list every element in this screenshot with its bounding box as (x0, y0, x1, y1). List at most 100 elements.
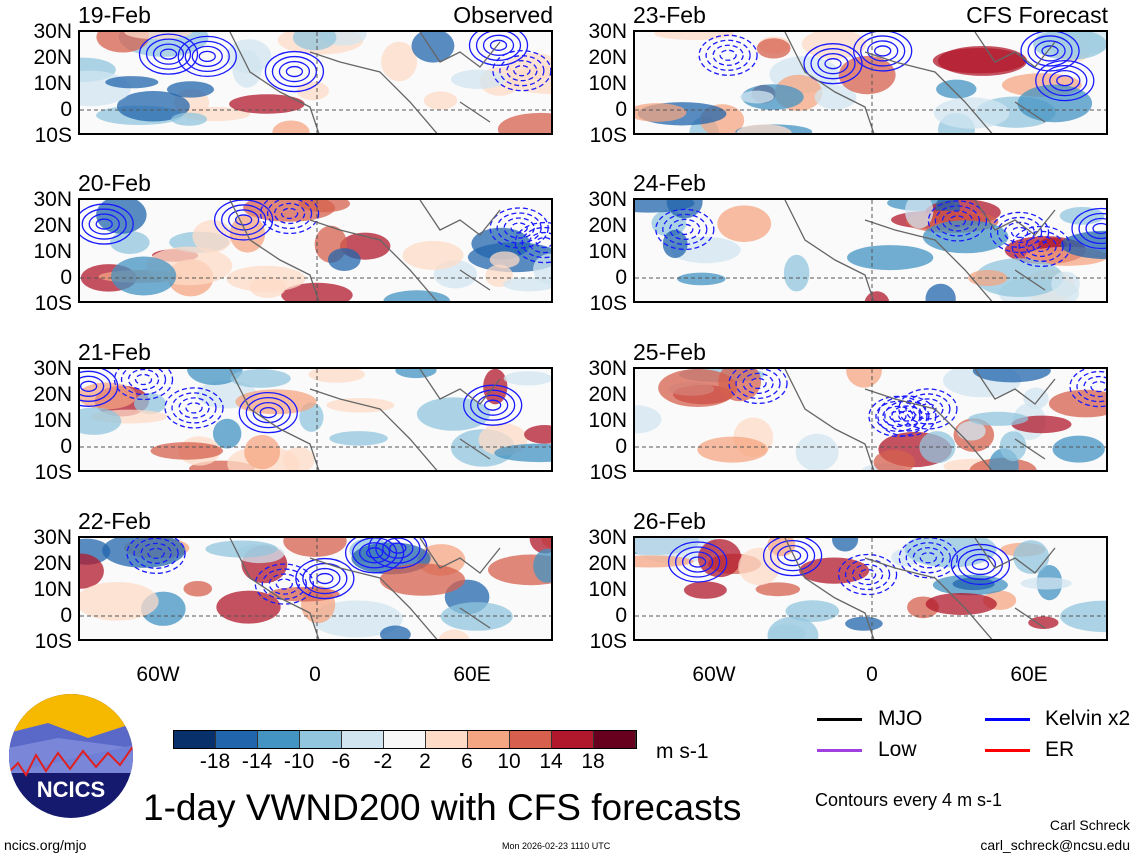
anomaly-patch (96, 200, 147, 234)
anomaly-patch (502, 277, 551, 292)
map-field (80, 32, 551, 133)
anomaly-patch (739, 90, 774, 104)
negative-contour (1083, 375, 1106, 398)
anomaly-patch (801, 32, 867, 60)
positive-contour (964, 553, 997, 576)
positive-contour (198, 50, 216, 63)
map-field (635, 32, 1106, 133)
negative-contour (676, 223, 694, 236)
positive-contour (477, 394, 509, 416)
anomaly-patch (795, 433, 839, 470)
colorbar-swatch (216, 731, 258, 748)
negative-contour (133, 538, 179, 569)
anomaly-patch (658, 369, 738, 408)
anomaly-patch (814, 85, 857, 110)
positive-contour (874, 45, 892, 57)
lat-label: 0 (60, 604, 72, 627)
positive-contour (80, 375, 105, 397)
anomaly-patch (662, 229, 688, 259)
positive-contour (470, 389, 516, 421)
negative-contour (996, 216, 1043, 249)
positive-contour (159, 48, 178, 60)
anomaly-patch (956, 421, 986, 441)
negative-contour (851, 563, 884, 586)
positive-contour (213, 200, 274, 241)
positive-contour (769, 540, 816, 572)
anomaly-patch (533, 548, 551, 583)
anomaly-patch (785, 600, 840, 622)
coastline (784, 369, 1056, 470)
positive-contour (1041, 45, 1059, 57)
lon-label-left-60w: 60W (136, 663, 180, 686)
lat-label: 10N (588, 578, 627, 601)
anomaly-patch (864, 291, 890, 301)
colorbar-swatch (300, 731, 342, 748)
lat-label: 20N (588, 214, 627, 237)
lat-label: 0 (615, 604, 627, 627)
positive-contour (1042, 64, 1088, 97)
anomaly-patch (936, 79, 977, 99)
coastline (229, 32, 501, 133)
colorbar-swatch (594, 731, 636, 748)
anomaly-patch (111, 256, 177, 296)
negative-contour (875, 400, 921, 432)
legend-low-line (817, 749, 862, 752)
colorbar-swatch (426, 731, 468, 748)
anomaly-patch (873, 449, 915, 470)
positive-contour (803, 43, 863, 85)
positive-contour (817, 53, 849, 75)
negative-contour (280, 207, 299, 220)
positive-contour (860, 35, 906, 67)
anomaly-patch (933, 97, 1010, 129)
site-link[interactable]: ncics.org/mjo (4, 837, 87, 853)
lon-label-left-0: 0 (309, 663, 321, 686)
anomaly-patch (187, 369, 243, 386)
colorbar-swatch (342, 731, 384, 748)
positive-contour (227, 209, 260, 231)
legend-mjo-line (817, 718, 862, 721)
panel-date: 20-Feb (78, 170, 151, 196)
lat-label: 10S (589, 292, 627, 315)
anomaly-patch (308, 369, 365, 383)
positive-contour (81, 208, 127, 240)
negative-contour (261, 568, 307, 600)
author-email[interactable]: carl_schreck@ncsu.edu (980, 837, 1130, 853)
positive-contour (674, 546, 721, 578)
lat-label: 30N (33, 20, 72, 43)
map-panel (633, 367, 1108, 472)
positive-contour (1034, 40, 1066, 62)
anomaly-patch (1013, 540, 1050, 574)
coastline (229, 538, 501, 639)
column-header: CFS Forecast (966, 2, 1108, 28)
negative-contour (882, 405, 914, 427)
positive-contour (484, 399, 502, 411)
lat-label: 20N (588, 46, 627, 69)
positive-contour (264, 50, 325, 93)
positive-contour (463, 384, 523, 426)
lat-label: 10N (33, 578, 72, 601)
column-header: Observed (453, 2, 553, 28)
lat-label: 10S (589, 124, 627, 147)
map-panel (78, 30, 553, 135)
anomaly-patch (1020, 577, 1072, 590)
positive-contour (468, 32, 529, 66)
positive-contour (80, 380, 98, 392)
map-panel (633, 30, 1108, 135)
negative-contour (891, 405, 923, 427)
negative-contour (528, 231, 551, 254)
anomaly-patch (183, 580, 213, 597)
panel-date: 19-Feb (78, 2, 151, 28)
lat-label: 20N (33, 46, 72, 69)
colorbar-swatch (510, 731, 552, 748)
anomaly-patch (230, 369, 291, 388)
anomaly-patch (326, 397, 395, 413)
negative-contour (1025, 235, 1057, 258)
anomaly-patch (171, 112, 208, 126)
positive-contour (145, 38, 192, 70)
legend-kelvin-label: Kelvin x2 (1045, 707, 1131, 730)
coastline (784, 200, 1056, 301)
anomaly-patch (249, 276, 287, 298)
anomaly-patch (116, 90, 190, 122)
negative-contour (719, 49, 737, 61)
